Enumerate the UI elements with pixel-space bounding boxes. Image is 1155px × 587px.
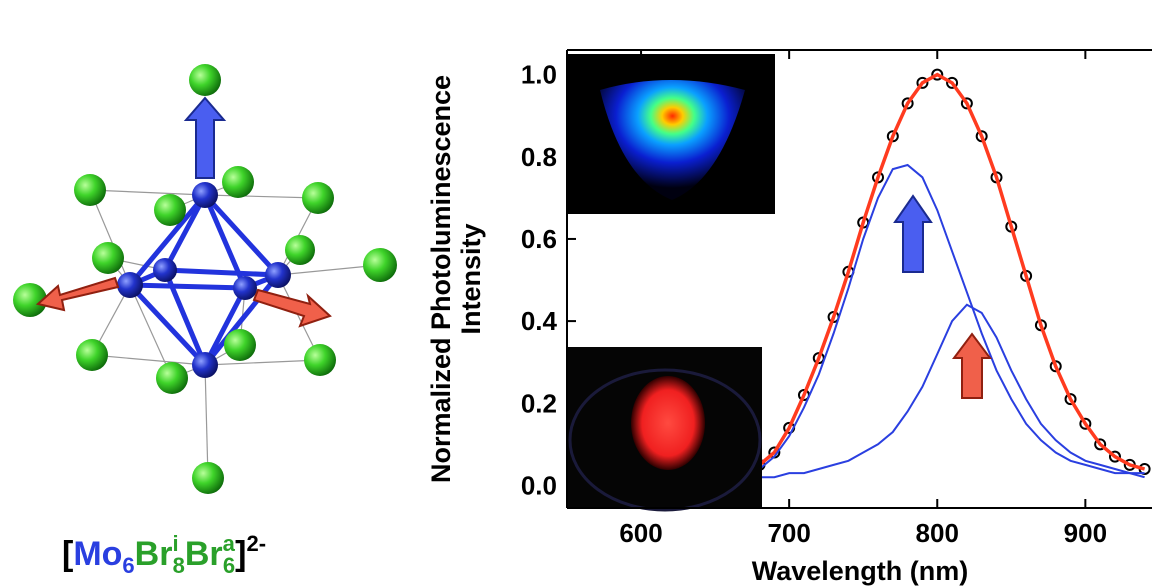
inset-powder bbox=[631, 376, 705, 470]
inset-dish bbox=[568, 368, 762, 512]
series-line bbox=[758, 163, 1145, 479]
series-line bbox=[758, 72, 1146, 471]
formula-part: 6 bbox=[223, 553, 235, 578]
data-point bbox=[1064, 393, 1077, 406]
x-tick-label: 700 bbox=[767, 518, 810, 548]
formula: [Mo6Bri 8Bra 6]2- bbox=[62, 531, 266, 578]
arrow bbox=[893, 194, 933, 273]
y-tick-label: 0.4 bbox=[521, 306, 558, 336]
x-axis-title: Wavelength (nm) bbox=[752, 556, 969, 586]
y-tick-label: 0.6 bbox=[521, 224, 557, 254]
x-tick-label: 900 bbox=[1064, 518, 1107, 548]
x-tick-label: 600 bbox=[619, 518, 662, 548]
y-tick-label: 1.0 bbox=[521, 60, 557, 90]
formula-part: 2- bbox=[246, 531, 266, 556]
data-point bbox=[931, 68, 944, 81]
y-tick-label: 0.0 bbox=[521, 470, 557, 500]
y-tick-label: 0.8 bbox=[521, 142, 557, 172]
y-axis-title: Intensity bbox=[456, 223, 486, 334]
formula-part: ] bbox=[235, 535, 246, 573]
arrow bbox=[952, 332, 992, 399]
plot: 0.0 0.2 0.4 0.6 0.8 1.0 600 700 800 900 bbox=[521, 49, 1152, 548]
series-line bbox=[759, 303, 1145, 479]
inset-glow bbox=[600, 80, 745, 200]
data-point bbox=[960, 97, 973, 110]
y-axis-title: Normalized Photoluminescence bbox=[426, 75, 456, 483]
data-point bbox=[1094, 438, 1107, 451]
data-point bbox=[1079, 417, 1092, 430]
formula-part: Br bbox=[185, 535, 223, 573]
formula-part: 8 bbox=[173, 553, 185, 578]
data-point bbox=[901, 97, 914, 110]
data-point bbox=[946, 76, 959, 89]
formula-part: [ bbox=[62, 535, 73, 573]
formula-part: 6 bbox=[122, 553, 134, 578]
molecule bbox=[13, 64, 397, 494]
data-point bbox=[916, 76, 929, 89]
y-tick-label: 0.2 bbox=[521, 388, 557, 418]
data-point bbox=[1108, 450, 1121, 463]
formula-part: Br bbox=[135, 535, 173, 573]
x-tick-label: 800 bbox=[916, 518, 959, 548]
formula-part: a bbox=[223, 531, 236, 556]
formula-part: i bbox=[172, 531, 178, 556]
formula-part: Mo bbox=[73, 535, 122, 573]
